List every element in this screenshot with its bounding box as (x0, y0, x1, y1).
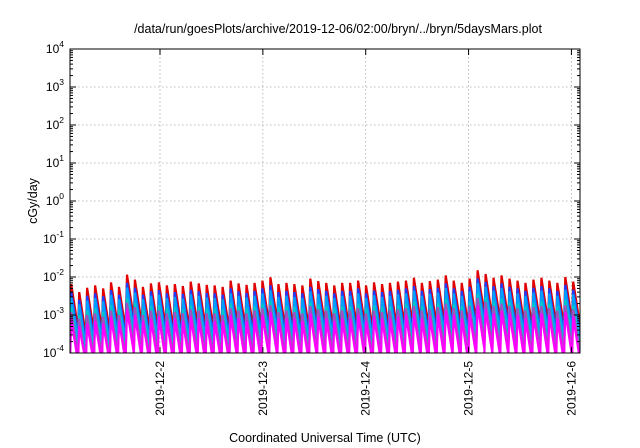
y-tick-label: 104 (46, 39, 64, 56)
y-tick-label: 10-4 (43, 343, 64, 360)
y-ticks: 10-4 10-3 10-2 10-1 100 101 102 103 104 (43, 39, 580, 360)
x-tick-label: 2019-12-5 (462, 361, 476, 416)
x-tick-label: 2019-12-4 (359, 361, 373, 416)
y-tick-label: 100 (46, 191, 64, 208)
x-tick-label: 2019-12-3 (256, 361, 270, 416)
y-tick-label: 102 (46, 115, 64, 132)
y-tick-label: 10-3 (43, 305, 64, 322)
x-axis-label: Coordinated Universal Time (UTC) (229, 431, 421, 445)
x-tick-label: 2019-12-2 (153, 361, 167, 416)
y-tick-label: 103 (46, 77, 64, 94)
series-line (70, 305, 580, 353)
y-axis-label: cGy/day (26, 177, 40, 224)
series-group (70, 270, 580, 353)
x-tick-label: 2019-12-6 (564, 361, 578, 416)
y-tick-label: 10-1 (43, 229, 64, 246)
y-tick-label: 10-2 (43, 267, 64, 284)
x-ticks: 2019-12-2 2019-12-3 2019-12-4 2019-12-5 2019… (153, 49, 578, 416)
chart-title: /data/run/goesPlots/archive/2019-12-06/0… (134, 22, 542, 36)
y-tick-label: 101 (46, 153, 64, 170)
